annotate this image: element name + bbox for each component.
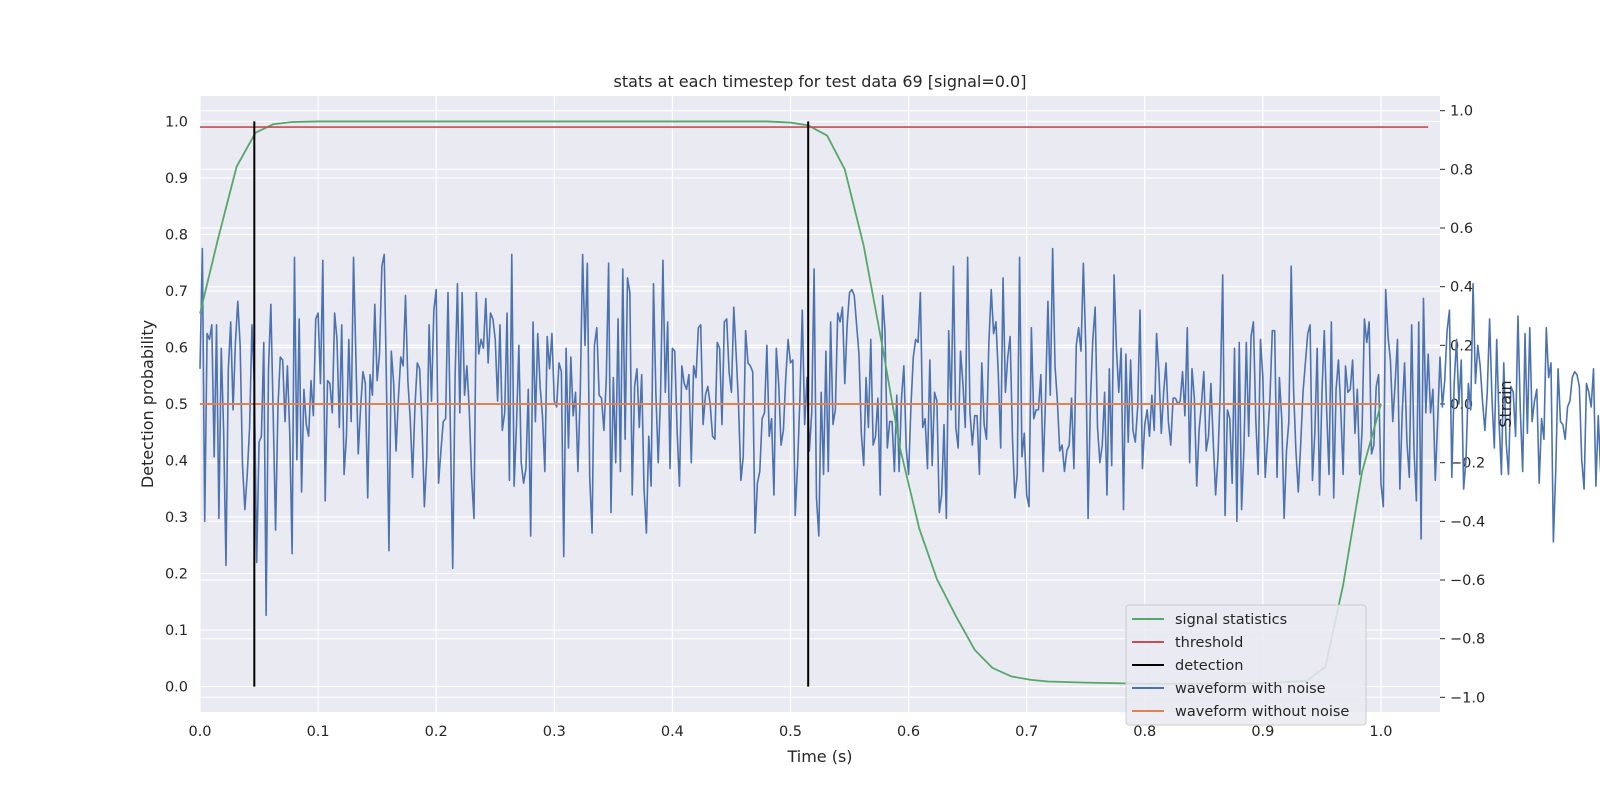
y-left-tick-label: 0.4 xyxy=(165,454,188,470)
x-tick-label: 0.1 xyxy=(307,724,330,740)
y-right-tick-label: −1.0 xyxy=(1450,690,1485,706)
y-axis-label-right: Strain xyxy=(1496,380,1515,427)
chart-title: stats at each timestep for test data 69 … xyxy=(614,72,1027,91)
y-left-tick-label: 0.1 xyxy=(165,623,188,639)
y-right-tick-label: −0.2 xyxy=(1450,456,1485,472)
legend-box xyxy=(1125,604,1367,726)
y-left-tick-label: 0.8 xyxy=(165,227,188,243)
y-right-tick-label: −0.4 xyxy=(1450,514,1485,530)
x-tick-label: 0.2 xyxy=(425,724,448,740)
legend: signal statistics threshold detection wavef… xyxy=(1125,604,1367,726)
legend-label: waveform with noise xyxy=(1175,681,1326,697)
y-right-tick-label: 0.6 xyxy=(1450,221,1473,237)
y-left-tick-label: 0.6 xyxy=(165,340,188,356)
y-right-tick-label: 0.8 xyxy=(1450,162,1473,178)
y-axis-label: Detection probability xyxy=(138,320,157,488)
legend-label: threshold xyxy=(1175,635,1243,651)
y-left-tick-label: 0.7 xyxy=(165,284,188,300)
legend-label: waveform without noise xyxy=(1175,704,1349,720)
x-tick-label: 0.7 xyxy=(1015,724,1038,740)
y-left-tick-label: 0.2 xyxy=(165,567,188,583)
x-tick-label: 0.5 xyxy=(779,724,802,740)
legend-label: detection xyxy=(1175,658,1243,674)
y-right-tick-label: 0.4 xyxy=(1450,280,1473,296)
series-waveform-with-noise xyxy=(199,247,1600,616)
y-left-tick-label: 0.5 xyxy=(165,397,188,413)
x-tick-label: 0.9 xyxy=(1251,724,1274,740)
x-tick-label: 1.0 xyxy=(1369,724,1392,740)
x-axis-label: Time (s) xyxy=(786,747,852,766)
x-tick-label: 0.4 xyxy=(661,724,684,740)
y-right-tick-label: 1.0 xyxy=(1450,104,1473,120)
x-tick-label: 0.8 xyxy=(1133,724,1156,740)
y-right-tick-label: −0.8 xyxy=(1450,632,1485,648)
y-left-tick-label: 0.9 xyxy=(165,171,188,187)
y-right-tick-label: −0.6 xyxy=(1450,573,1485,589)
x-tick-label: 0.6 xyxy=(897,724,920,740)
x-tick-label: 0.3 xyxy=(543,724,566,740)
y-left-tick-label: 0.3 xyxy=(165,510,188,526)
legend-label: signal statistics xyxy=(1175,612,1287,628)
y-left-tick-label: 1.0 xyxy=(165,114,188,130)
x-tick-label: 0.0 xyxy=(188,724,211,740)
y-right-tick-label: 0.2 xyxy=(1450,338,1473,354)
y-left-tick-label: 0.0 xyxy=(165,680,188,696)
